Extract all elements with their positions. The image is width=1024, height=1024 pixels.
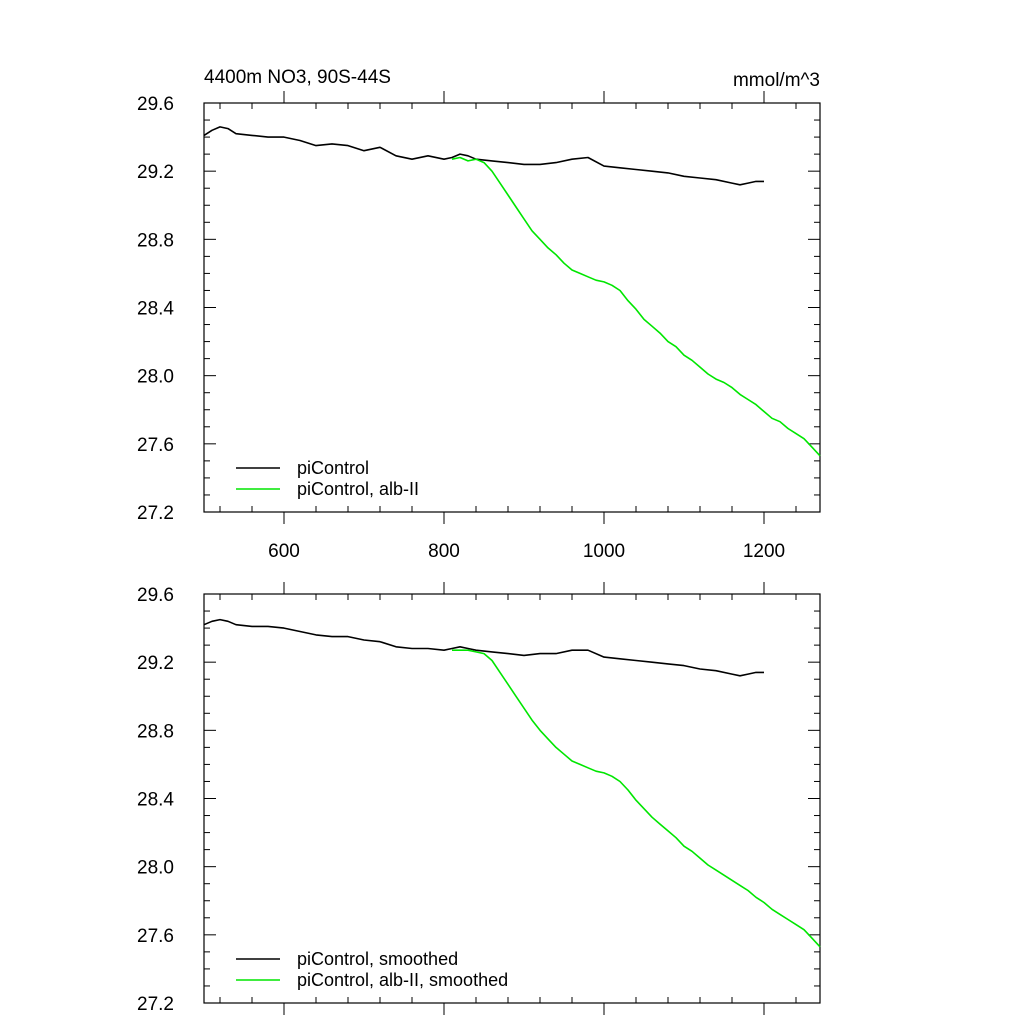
top-ytick-label: 28.0 <box>137 367 174 388</box>
bottom-ytick-label: 28.8 <box>137 721 174 742</box>
bottom-ytick-label: 27.2 <box>137 994 174 1015</box>
top-xtick-label: 1200 <box>743 541 785 562</box>
top-ytick-label: 27.2 <box>137 503 174 524</box>
bottom-plot-frame <box>203 593 821 1004</box>
top-ytick-label: 28.4 <box>137 299 174 320</box>
units-label: mmol/m^3 <box>733 70 820 91</box>
top-ytick-label: 29.2 <box>137 162 174 183</box>
bottom-ytick-label: 27.6 <box>137 926 174 947</box>
top-xtick-label: 1000 <box>583 541 625 562</box>
top-ytick-label: 29.6 <box>137 94 174 115</box>
top-legend-label-1: piControl, alb-II <box>297 479 419 499</box>
top-ytick-label: 28.8 <box>137 230 174 251</box>
panel-bottom: 27.2 27.6 28.0 28.4 28.8 29.2 29.6 piControl, s… <box>137 582 821 1015</box>
top-xtick-label: 600 <box>268 541 300 562</box>
figure-title: 4400m NO3, 90S-44S <box>204 67 391 88</box>
top-series-line-0 <box>203 126 764 186</box>
bottom-ytick-label: 28.4 <box>137 790 174 811</box>
bottom-ytick-label: 28.0 <box>137 858 174 879</box>
bottom-ytick-label: 29.6 <box>137 585 174 606</box>
top-series-line-1 <box>451 156 821 457</box>
top-ytick-label: 27.6 <box>137 435 174 456</box>
bottom-legend-label-1: piControl, alb-II, smoothed <box>297 970 508 990</box>
panel-top: 27.2 27.6 28.0 28.4 28.8 29.2 29.6 600 800 1000 12… <box>137 91 821 562</box>
top-legend-label-0: piControl <box>297 458 369 478</box>
bottom-series-line-1 <box>452 649 821 948</box>
bottom-legend-label-0: piControl, smoothed <box>297 949 458 969</box>
top-plot-frame <box>203 102 821 513</box>
bottom-series-line-0 <box>203 618 764 677</box>
bottom-ytick-label: 29.2 <box>137 653 174 674</box>
top-xtick-label: 800 <box>428 541 460 562</box>
